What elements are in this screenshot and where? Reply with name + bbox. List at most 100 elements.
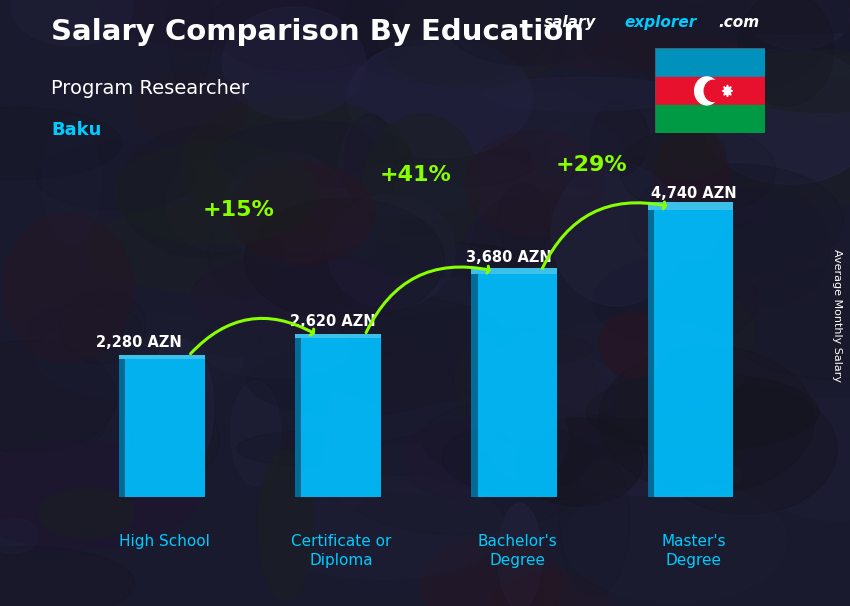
Ellipse shape xyxy=(11,0,133,45)
Ellipse shape xyxy=(208,0,395,70)
Ellipse shape xyxy=(745,398,850,521)
Text: High School: High School xyxy=(120,534,210,550)
Ellipse shape xyxy=(308,351,412,383)
Ellipse shape xyxy=(0,107,122,179)
Ellipse shape xyxy=(342,82,575,151)
Ellipse shape xyxy=(528,318,746,418)
Text: Baku: Baku xyxy=(51,121,101,139)
Ellipse shape xyxy=(442,423,591,493)
Ellipse shape xyxy=(213,121,410,189)
Text: +41%: +41% xyxy=(379,164,451,185)
Ellipse shape xyxy=(200,318,350,378)
Polygon shape xyxy=(726,90,731,95)
Ellipse shape xyxy=(363,114,480,258)
Polygon shape xyxy=(726,87,731,92)
Ellipse shape xyxy=(28,304,142,351)
Bar xyxy=(302,338,381,497)
Ellipse shape xyxy=(404,92,551,185)
Polygon shape xyxy=(722,89,728,93)
Ellipse shape xyxy=(551,162,683,306)
Ellipse shape xyxy=(492,333,558,445)
Ellipse shape xyxy=(345,443,525,494)
Ellipse shape xyxy=(748,0,850,50)
Polygon shape xyxy=(728,89,733,93)
Ellipse shape xyxy=(481,88,712,159)
Ellipse shape xyxy=(466,131,604,238)
Ellipse shape xyxy=(39,488,134,538)
Ellipse shape xyxy=(269,237,511,314)
Ellipse shape xyxy=(770,205,850,271)
Bar xyxy=(478,274,557,497)
Text: 4,740 AZN: 4,740 AZN xyxy=(651,185,736,201)
Ellipse shape xyxy=(702,48,850,184)
Ellipse shape xyxy=(780,75,850,128)
Ellipse shape xyxy=(332,0,553,84)
Ellipse shape xyxy=(439,0,610,65)
Text: Bachelor's
Degree: Bachelor's Degree xyxy=(478,534,558,568)
Ellipse shape xyxy=(503,33,750,70)
FancyBboxPatch shape xyxy=(295,338,302,497)
Ellipse shape xyxy=(554,0,721,112)
Ellipse shape xyxy=(559,448,630,596)
FancyBboxPatch shape xyxy=(472,274,478,497)
FancyBboxPatch shape xyxy=(119,359,125,497)
Ellipse shape xyxy=(713,189,830,305)
Ellipse shape xyxy=(321,242,527,277)
Text: +15%: +15% xyxy=(203,200,275,220)
Ellipse shape xyxy=(598,345,814,493)
Ellipse shape xyxy=(260,476,506,579)
FancyBboxPatch shape xyxy=(119,355,205,359)
Ellipse shape xyxy=(664,0,850,34)
Ellipse shape xyxy=(37,143,196,210)
FancyBboxPatch shape xyxy=(472,268,557,274)
Ellipse shape xyxy=(422,401,583,478)
Ellipse shape xyxy=(421,536,562,606)
Ellipse shape xyxy=(723,267,850,379)
Ellipse shape xyxy=(133,72,248,144)
Ellipse shape xyxy=(483,78,685,112)
Ellipse shape xyxy=(3,213,133,363)
Text: Certificate or
Diploma: Certificate or Diploma xyxy=(291,534,391,568)
Ellipse shape xyxy=(245,198,445,321)
Ellipse shape xyxy=(515,418,643,506)
Bar xyxy=(654,77,765,105)
Text: Average Monthly Salary: Average Monthly Salary xyxy=(832,248,842,382)
Ellipse shape xyxy=(644,125,726,181)
Ellipse shape xyxy=(317,0,464,47)
Ellipse shape xyxy=(344,114,397,213)
Ellipse shape xyxy=(115,142,319,244)
Ellipse shape xyxy=(523,57,663,190)
Ellipse shape xyxy=(689,187,767,226)
Text: salary: salary xyxy=(544,15,597,30)
Ellipse shape xyxy=(446,331,502,392)
Ellipse shape xyxy=(37,313,244,401)
Circle shape xyxy=(694,77,719,105)
Ellipse shape xyxy=(320,436,388,507)
Ellipse shape xyxy=(191,255,400,334)
FancyBboxPatch shape xyxy=(648,210,654,497)
Ellipse shape xyxy=(320,150,544,219)
Ellipse shape xyxy=(620,127,776,215)
Ellipse shape xyxy=(0,341,116,453)
Ellipse shape xyxy=(564,481,787,602)
Ellipse shape xyxy=(579,0,692,77)
FancyBboxPatch shape xyxy=(295,334,381,338)
Ellipse shape xyxy=(22,389,105,452)
Polygon shape xyxy=(726,85,729,91)
Ellipse shape xyxy=(247,345,455,416)
Ellipse shape xyxy=(468,198,556,343)
Ellipse shape xyxy=(455,322,596,443)
Ellipse shape xyxy=(0,441,201,549)
Bar xyxy=(654,210,734,497)
Ellipse shape xyxy=(333,165,484,214)
Ellipse shape xyxy=(522,356,619,422)
Ellipse shape xyxy=(531,119,625,196)
Ellipse shape xyxy=(486,395,569,481)
Ellipse shape xyxy=(132,402,220,478)
Polygon shape xyxy=(724,90,728,95)
Ellipse shape xyxy=(201,323,260,357)
Ellipse shape xyxy=(691,296,754,371)
Ellipse shape xyxy=(222,7,366,118)
Ellipse shape xyxy=(60,290,145,364)
Text: Program Researcher: Program Researcher xyxy=(51,79,249,98)
